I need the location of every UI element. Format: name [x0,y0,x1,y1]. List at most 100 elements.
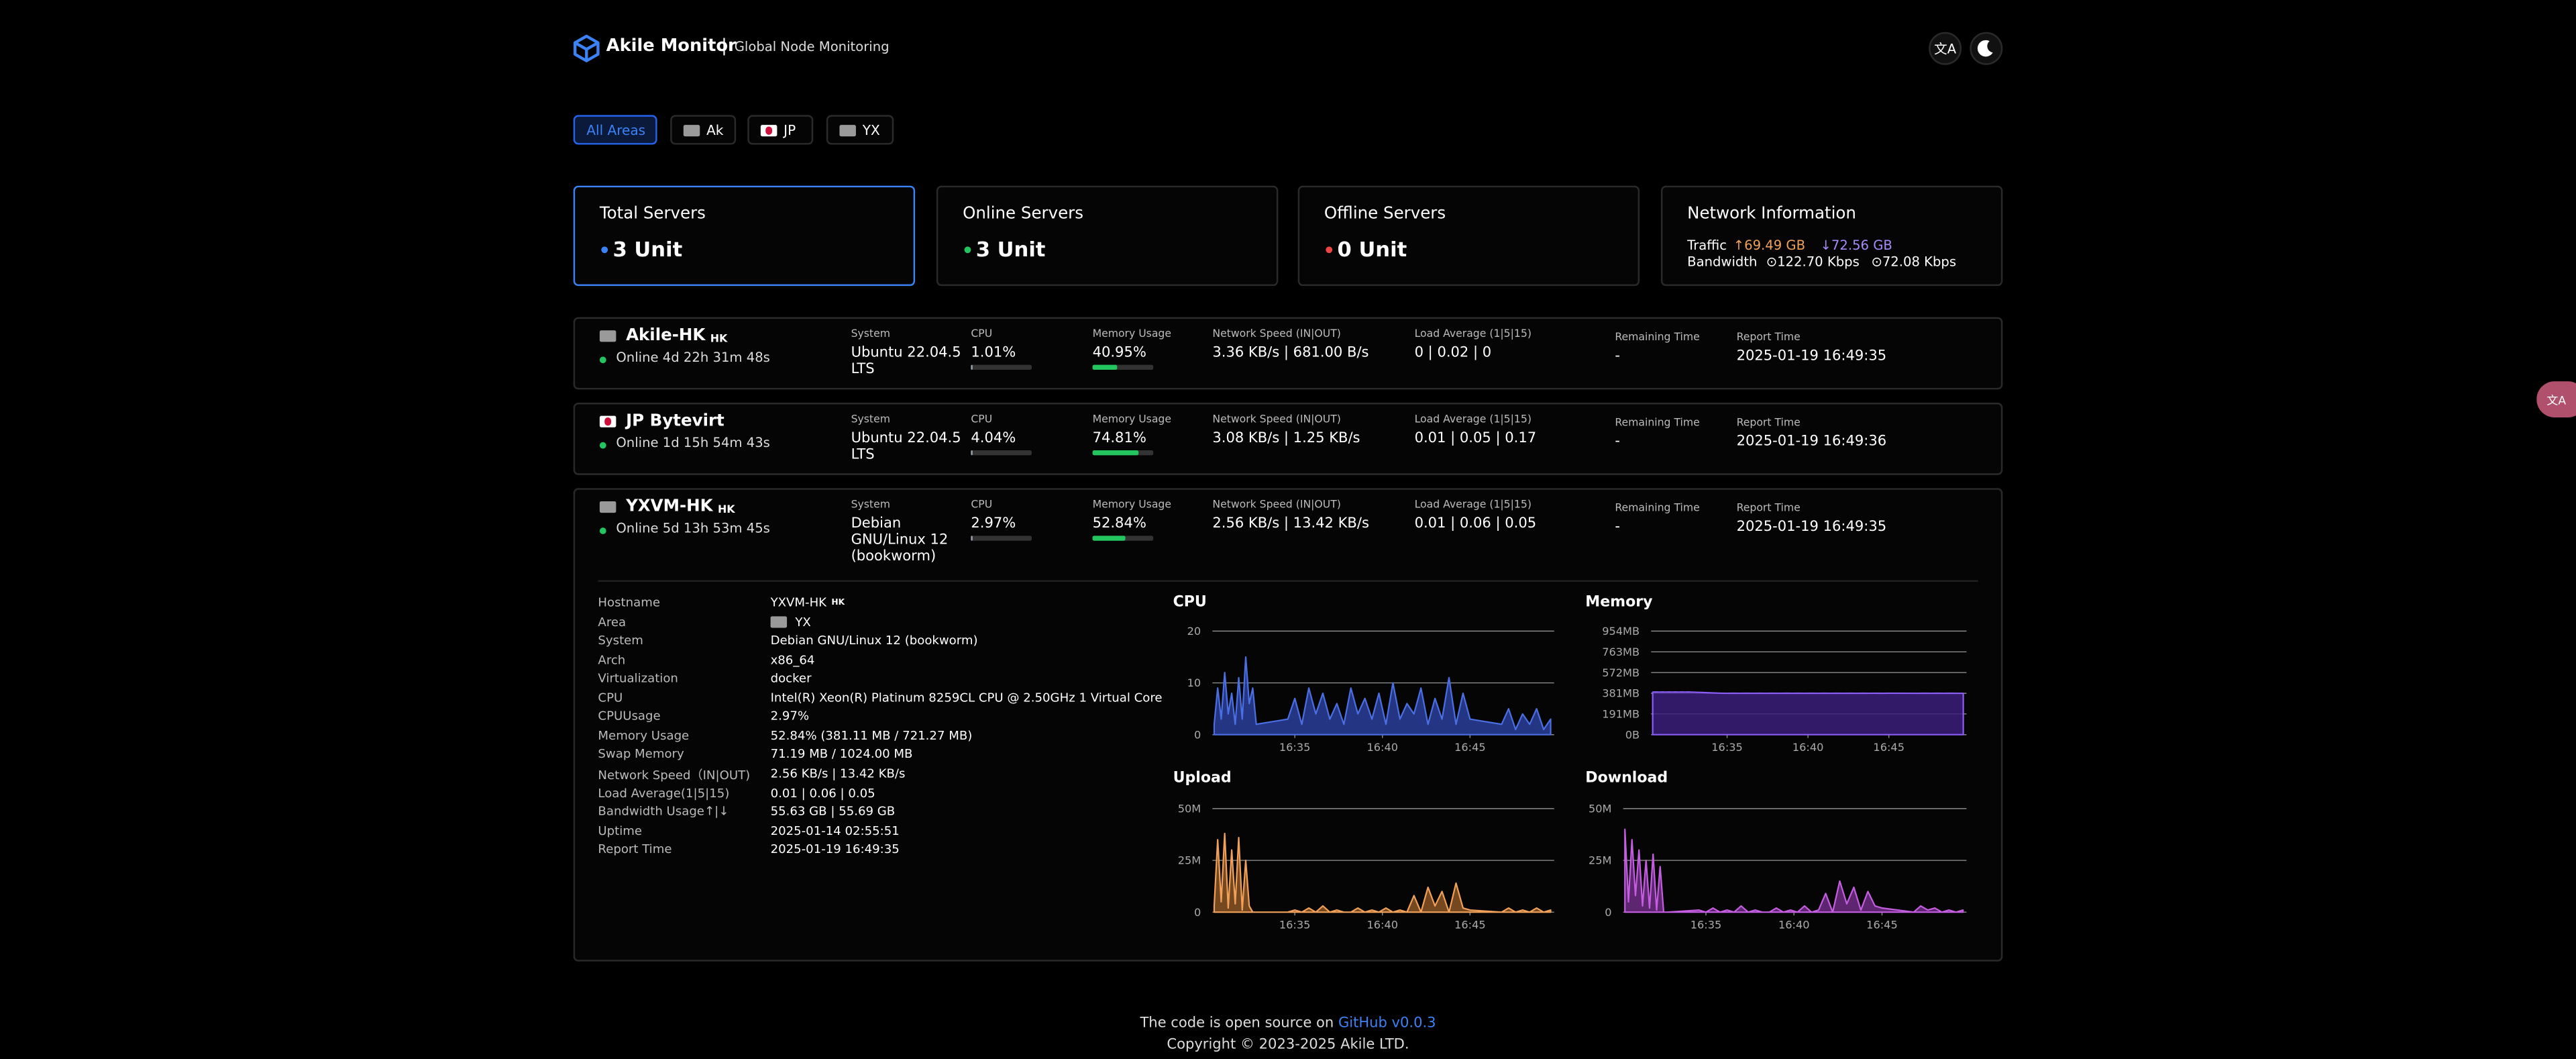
server-name: YXVM-HK [626,498,713,516]
detail-label: Bandwidth Usage↑|↓ [598,803,729,819]
side-tab[interactable]: 文A [2536,381,2576,418]
flag [839,125,856,137]
progress-bar [971,536,973,540]
flag-dot [604,417,612,425]
column-label: Remaining Time [1615,415,1700,430]
summary-card: Online Servers 3 Unit [936,185,1279,287]
detail-label: Swap Memory [598,746,684,762]
column-value: Ubuntu 22.04.5 LTS [851,345,961,379]
column-value: - [1615,519,1620,536]
progress-bar [1092,536,1125,540]
detail-label: Network Speed（IN|OUT) [598,767,751,783]
column-value: - [1615,434,1620,451]
logo [573,34,600,62]
flag [760,125,777,137]
summary-value: 0 Unit [1337,236,1407,262]
online-dot [599,442,606,449]
detail-value: Intel(R) Xeon(R) Platinum 8259CL CPU @ 2… [770,689,1163,705]
detail-label: Area [598,613,627,629]
column-label: Remaining Time [1615,501,1700,515]
detail-label: Hostname [598,595,661,610]
summary-value: 3 Unit [612,236,683,262]
summary-card: Total Servers 3 Unit [573,185,916,287]
column-value: 2025-01-19 16:49:35 [1736,519,1887,536]
chart-title: Memory [1585,595,1653,612]
detail-label: Arch [598,652,626,667]
detail-value: 2025-01-14 02:55:51 [770,822,900,838]
header-buttons[interactable]: 文A [1929,32,2004,66]
progress-track [971,450,1032,455]
column-label: Memory Usage [1092,412,1171,426]
column-label: Network Speed (IN|OUT) [1212,498,1341,511]
column-label: Remaining Time [1615,330,1700,344]
server-name: JP Bytevirt [626,412,724,431]
flag [683,125,700,137]
summary-label: Total Servers [599,205,706,224]
column-value: Ubuntu 22.04.5 LTS [851,430,961,464]
detail-value: 71.19 MB / 1024.00 MB [770,746,913,762]
traffic-label: Traffic [1687,238,1727,254]
column-label: Network Speed (IN|OUT) [1212,327,1341,340]
filter-button[interactable]: All Areas [573,115,657,145]
column-value: 3.08 KB/s | 1.25 KB/s [1212,430,1360,448]
chart-title: CPU [1173,595,1207,612]
filter-button[interactable]: YX [826,115,894,145]
column-label: Load Average (1|5|15) [1414,412,1532,426]
column-value: 52.84% [1092,515,1146,533]
summary-label: Offline Servers [1324,205,1446,224]
filter-label: All Areas [586,121,646,138]
column-value: 0.01 | 0.05 | 0.17 [1414,430,1537,448]
detail-label: Virtualization [598,670,678,686]
online-dot [599,527,606,534]
detail-value: YXVM-HK [770,595,827,610]
column-label: System [851,498,890,511]
network-title: Network Information [1687,205,1856,224]
separator: | [721,36,727,56]
column-value: 0.01 | 0.06 | 0.05 [1414,515,1537,533]
detail-label: Memory Usage [598,727,690,743]
network-card: Network Information Traffic ↑69.49 GB ↓72.5… [1660,185,2003,287]
server-row[interactable]: YXVM-HK HK Online 5d 13h 53m 45s System Debi… [573,488,2003,962]
traffic-down: ↓72.56 GB [1820,238,1892,254]
detail-label: Load Average(1|5|15) [598,785,730,800]
detail-label: Uptime [598,822,643,838]
detail-label: System [598,633,643,648]
moon-icon [1977,40,1993,57]
column-label: CPU [971,412,993,426]
column-value: 2.97% [971,515,1016,533]
chart-title: Upload [1173,770,1232,788]
filter-button[interactable]: JP [747,115,814,145]
chart-title: Download [1585,770,1668,788]
bandwidth-up: ⊙122.70 Kbps [1766,254,1860,270]
column-label: Load Average (1|5|15) [1414,327,1532,340]
column-label: Report Time [1736,415,1801,430]
server-row[interactable]: Akile-HK HK Online 4d 22h 31m 48s System Ubu… [573,317,2003,390]
column-label: System [851,327,890,340]
column-label: Memory Usage [1092,498,1171,511]
server-row[interactable]: JP Bytevirt Online 1d 15h 54m 43s System Ub… [573,403,2003,475]
column-label: Memory Usage [1092,327,1171,340]
footer-text: The code is open source on GitHub v0.0.3 [0,1015,2576,1031]
column-label: Network Speed (IN|OUT) [1212,412,1341,426]
summary-label: Online Servers [963,205,1083,224]
translate-button[interactable] [1929,32,1962,65]
detail-value: 2.56 KB/s | 13.42 KB/s [770,766,906,781]
progress-track [1092,536,1154,540]
column-value: - [1615,348,1620,365]
progress-bar [971,450,973,455]
column-value: 1.01% [971,345,1016,362]
column-label: CPU [971,498,993,511]
flag [599,501,616,513]
column-label: Load Average (1|5|15) [1414,498,1532,511]
bandwidth-label: Bandwidth [1687,254,1758,270]
filter-button[interactable]: Ak [670,115,737,145]
column-value: 40.95% [1092,345,1146,362]
detail-label: CPUUsage [598,709,661,724]
column-value: 0 | 0.02 | 0 [1414,345,1492,362]
region-badge: HK [710,332,728,346]
github-link[interactable]: GitHub v0.0.3 [1338,1015,1436,1032]
column-value: 3.36 KB/s | 681.00 B/s [1212,345,1369,362]
svg-text:文A: 文A [2546,394,2566,407]
column-label: Report Time [1736,501,1801,515]
